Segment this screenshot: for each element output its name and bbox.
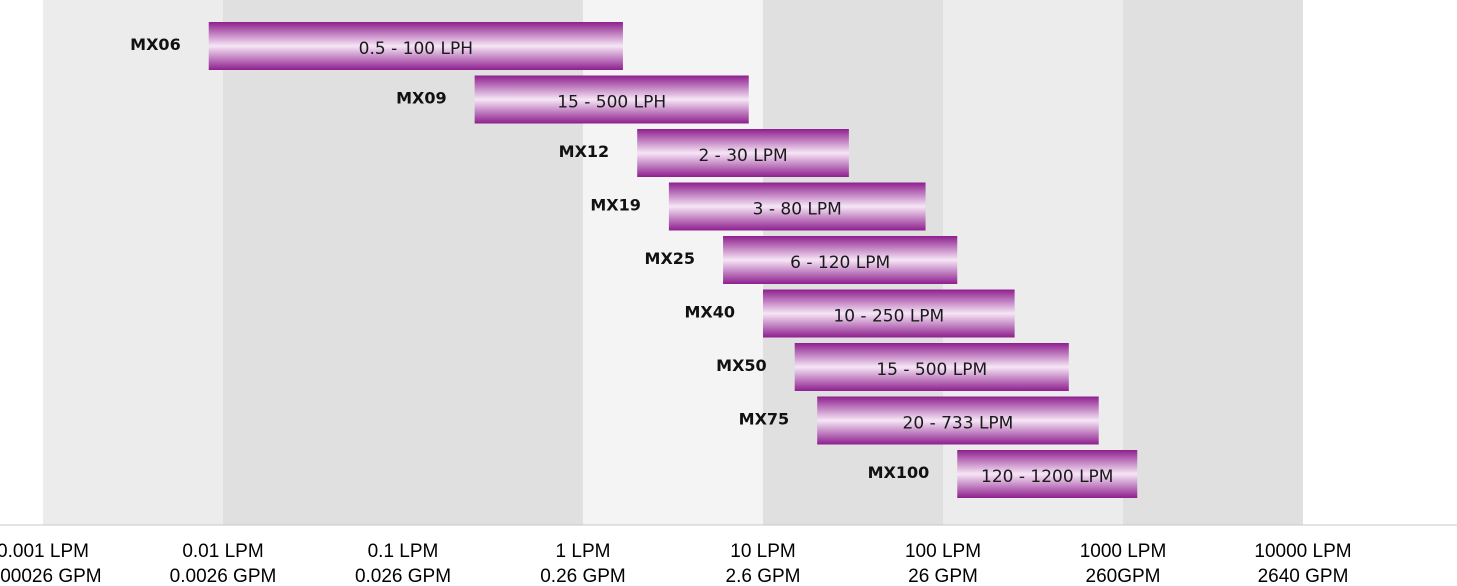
tick-label-lpm: 10000 LPM xyxy=(1254,541,1351,562)
model-label: MX06 xyxy=(130,35,181,54)
bar-range-label: 3 - 80 LPM xyxy=(753,200,842,220)
bar-range-label: 10 - 250 LPM xyxy=(833,307,944,327)
bar-range-label: 0.5 - 100 LPH xyxy=(359,39,473,59)
bar-rect xyxy=(794,343,1069,391)
model-label: MX19 xyxy=(590,196,641,215)
tick-label-lpm: 0.001 LPM xyxy=(0,541,89,562)
bar-range-label: 120 - 1200 LPM xyxy=(981,467,1113,487)
model-label: MX25 xyxy=(645,249,696,268)
model-label: MX50 xyxy=(716,356,767,375)
bar-rect xyxy=(474,75,749,124)
model-label: MX75 xyxy=(739,410,790,429)
flow-bar-mx25: 6 - 120 LPM MX25 xyxy=(645,236,958,284)
bar-rect xyxy=(957,450,1138,498)
model-label: MX09 xyxy=(396,89,447,108)
flow-bar-mx19: 3 - 80 LPM MX19 xyxy=(590,182,926,231)
tick-label-gpm: 260GPM xyxy=(1086,566,1161,586)
tick-label-gpm: 26 GPM xyxy=(908,566,978,586)
tick-label-lpm: 10 LPM xyxy=(730,541,795,562)
bar-rect xyxy=(763,289,1015,338)
bar-range-label: 6 - 120 LPM xyxy=(790,253,890,273)
bar-rect xyxy=(208,22,623,70)
flow-bar-mx06: 0.5 - 100 LPH MX06 xyxy=(130,22,623,70)
tick-label-gpm: 2640 GPM xyxy=(1258,566,1349,586)
flow-bar-mx09: 15 - 500 LPH MX09 xyxy=(396,75,749,124)
bar-range-label: 20 - 733 LPM xyxy=(903,414,1014,434)
tick-label-lpm: 0.1 LPM xyxy=(368,541,439,562)
bar-range-label: 15 - 500 LPH xyxy=(557,93,666,113)
tick-label-gpm: 0.026 GPM xyxy=(355,566,451,586)
bar-range-label: 15 - 500 LPM xyxy=(876,360,987,380)
tick-label-gpm: 2.6 GPM xyxy=(726,566,801,586)
tick-label-gpm: 0.0026 GPM xyxy=(170,566,277,586)
tick-label-lpm: 0.01 LPM xyxy=(182,541,263,562)
model-label: MX12 xyxy=(559,142,610,161)
bar-rect xyxy=(637,129,849,177)
tick-label-lpm: 100 LPM xyxy=(905,541,981,562)
bar-rect xyxy=(723,236,958,284)
model-label: MX40 xyxy=(684,303,735,322)
model-label: MX100 xyxy=(868,463,930,482)
background-band xyxy=(223,0,403,525)
background-band xyxy=(943,0,1123,525)
bar-rect xyxy=(668,182,926,231)
bars: 0.5 - 100 LPH MX06 15 - 500 LPH MX09 2 - 30 … xyxy=(130,22,1138,498)
tick-label-lpm: 1000 LPM xyxy=(1080,541,1167,562)
tick-label-gpm: 0.26 GPM xyxy=(540,566,626,586)
flow-bar-mx12: 2 - 30 LPM MX12 xyxy=(559,129,849,177)
x-axis-ticks: 0.001 LPM 0.00026 GPM 0.01 LPM 0.0026 GPM 0.… xyxy=(0,541,1352,586)
background-band xyxy=(43,0,223,525)
tick-label-gpm: 0.00026 GPM xyxy=(0,566,102,586)
background-band xyxy=(1123,0,1303,525)
bar-rect xyxy=(817,396,1099,445)
flow-bar-mx100: 120 - 1200 LPM MX100 xyxy=(868,450,1138,498)
flow-bar-mx50: 15 - 500 LPM MX50 xyxy=(716,343,1069,391)
flow-bar-mx75: 20 - 733 LPM MX75 xyxy=(739,396,1099,445)
bar-range-label: 2 - 30 LPM xyxy=(698,146,787,166)
flow-bar-mx40: 10 - 250 LPM MX40 xyxy=(684,289,1015,338)
tick-label-lpm: 1 LPM xyxy=(556,541,611,562)
